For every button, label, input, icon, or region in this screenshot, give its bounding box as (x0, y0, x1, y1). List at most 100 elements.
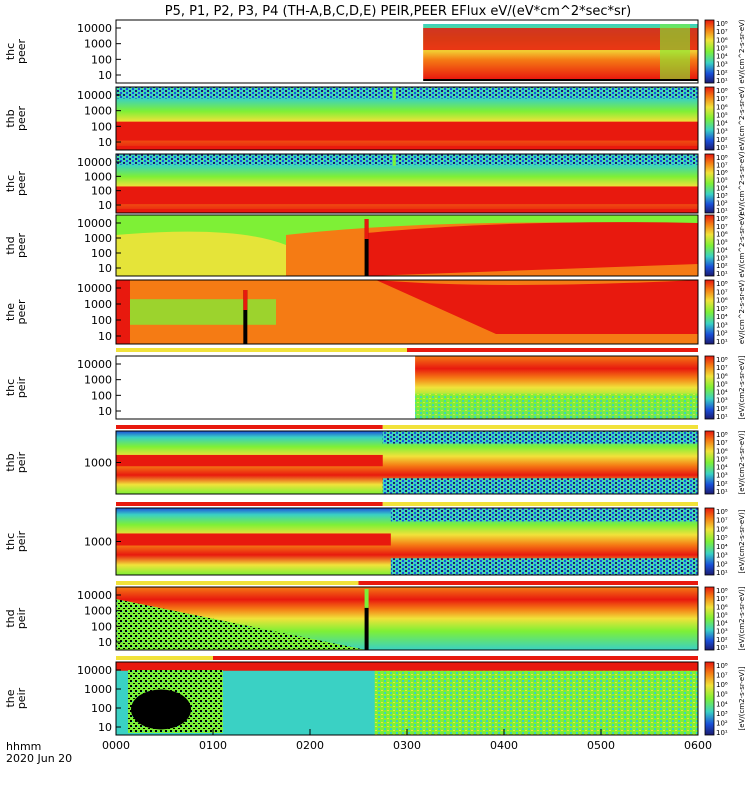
spectrogram-image (116, 154, 698, 213)
colorbar-tick-label: 10⁴ (716, 620, 728, 628)
colorbar-tick-label: 10⁵ (716, 44, 728, 52)
panel-name-line2: peir (15, 687, 28, 709)
colorbar-tick-label: 10³ (716, 128, 728, 136)
colorbar-tick-label: 10⁷ (716, 95, 728, 103)
colorbar-tick-label: 10¹ (716, 338, 728, 346)
panel-name-line1: thd (4, 609, 17, 627)
colorbar-tick-label: 10⁸ (716, 20, 728, 28)
colorbar-tick-label: 10⁸ (716, 662, 728, 670)
spectrogram-image (116, 280, 698, 344)
y-tick-label: 1000 (84, 374, 112, 387)
y-tick-label: 10 (98, 636, 112, 649)
colorbar-tick-label: 10⁴ (716, 53, 728, 61)
y-tick-label: 10000 (77, 22, 112, 35)
status-bar-segment (382, 425, 698, 429)
y-tick-label: 10000 (77, 217, 112, 230)
status-bar-segment (213, 656, 698, 660)
x-tick-label: 0500 (587, 739, 615, 752)
colorbar-tick-label: 10³ (716, 192, 728, 200)
colorbar-tick-label: 10⁴ (716, 389, 728, 397)
time-axis-label: hhmm (6, 740, 41, 753)
y-tick-label: 1000 (84, 170, 112, 183)
colorbar-tick-label: 10³ (716, 254, 728, 262)
panel-name-line2: peir (15, 376, 28, 398)
spectrogram-image (116, 215, 698, 276)
colorbar-tick-label: 10¹ (716, 270, 728, 278)
y-tick-label: 10 (98, 136, 112, 149)
colorbar-tick-label: 10² (716, 560, 728, 568)
colorbar-tick-label: 10⁴ (716, 120, 728, 128)
colorbar-tick-label: 10⁵ (716, 611, 728, 619)
y-tick-label: 10000 (77, 282, 112, 295)
colorbar-tick-label: 10¹ (716, 77, 728, 85)
y-tick-label: 10000 (77, 89, 112, 102)
colorbar-unit-label: eV/(cm^2-s-sr-eV) (738, 213, 746, 278)
panel-name-line2: peer (15, 171, 28, 197)
status-bar-segment (116, 502, 383, 506)
spectrogram-image (116, 662, 698, 735)
colorbar-tick-label: 10² (716, 262, 728, 270)
y-tick-label: 10000 (77, 358, 112, 371)
colorbar-tick-label: 10⁶ (716, 603, 728, 611)
y-tick-label: 1000 (84, 605, 112, 618)
spectrogram-image (116, 508, 698, 575)
panel-name-line1: the (4, 689, 17, 707)
colorbar-tick-label: 10⁵ (716, 455, 728, 463)
colorbar-tick-label: 10⁴ (716, 313, 728, 321)
y-tick-label: 10000 (77, 589, 112, 602)
y-tick-label: 10000 (77, 156, 112, 169)
y-tick-label: 10 (98, 69, 112, 82)
colorbar-unit-label: [eV/(cm2-s-sr-eV)] (738, 509, 746, 573)
colorbar-tick-label: 10⁶ (716, 169, 728, 177)
colorbar-tick-label: 10⁷ (716, 28, 728, 36)
spectrogram-image (116, 20, 698, 83)
y-tick-label: 100 (91, 389, 112, 402)
panel-name-line1: thb (4, 453, 17, 471)
y-tick-label: 1000 (84, 298, 112, 311)
colorbar-tick-label: 10⁷ (716, 162, 728, 170)
colorbar-tick-label: 10¹ (716, 207, 728, 215)
colorbar-tick-label: 10⁴ (716, 246, 728, 254)
panel-name-line2: peer (15, 106, 28, 132)
colorbar-tick-label: 10⁷ (716, 288, 728, 296)
colorbar-tick-label: 10⁴ (716, 184, 728, 192)
colorbar (704, 214, 715, 277)
colorbar-tick-label: 10⁸ (716, 587, 728, 595)
colorbar-tick-label: 10⁷ (716, 223, 728, 231)
colorbar (704, 19, 715, 84)
colorbar-tick-label: 10⁵ (716, 239, 728, 247)
panel-frame (115, 153, 699, 214)
status-bar-segment (116, 656, 213, 660)
colorbar-tick-label: 10⁸ (716, 215, 728, 223)
colorbar-tick-label: 10² (716, 719, 728, 727)
colorbar (704, 279, 715, 345)
panel-name-line1: thc (4, 533, 17, 550)
panel-frame (115, 19, 699, 84)
colorbar-tick-label: 10³ (716, 710, 728, 718)
colorbar-tick-label: 10⁸ (716, 280, 728, 288)
panel-name-line2: peer (15, 299, 28, 325)
colorbar-tick-label: 10⁶ (716, 103, 728, 111)
y-tick-label: 1000 (84, 38, 112, 51)
colorbar (704, 355, 715, 420)
colorbar (704, 507, 715, 576)
date-label: 2020 Jun 20 (6, 752, 72, 765)
y-tick-label: 10000 (77, 664, 112, 677)
colorbar-tick-label: 10⁸ (716, 431, 728, 439)
y-tick-label: 1000 (84, 105, 112, 118)
colorbar-tick-label: 10² (716, 136, 728, 144)
y-tick-label: 100 (91, 53, 112, 66)
x-tick-label: 0300 (393, 739, 421, 752)
status-bar-segment (407, 348, 698, 352)
panel-name-line1: thd (4, 236, 17, 254)
spectrogram-image (116, 356, 698, 419)
y-tick-label: 10 (98, 330, 112, 343)
colorbar-tick-label: 10⁴ (716, 543, 728, 551)
